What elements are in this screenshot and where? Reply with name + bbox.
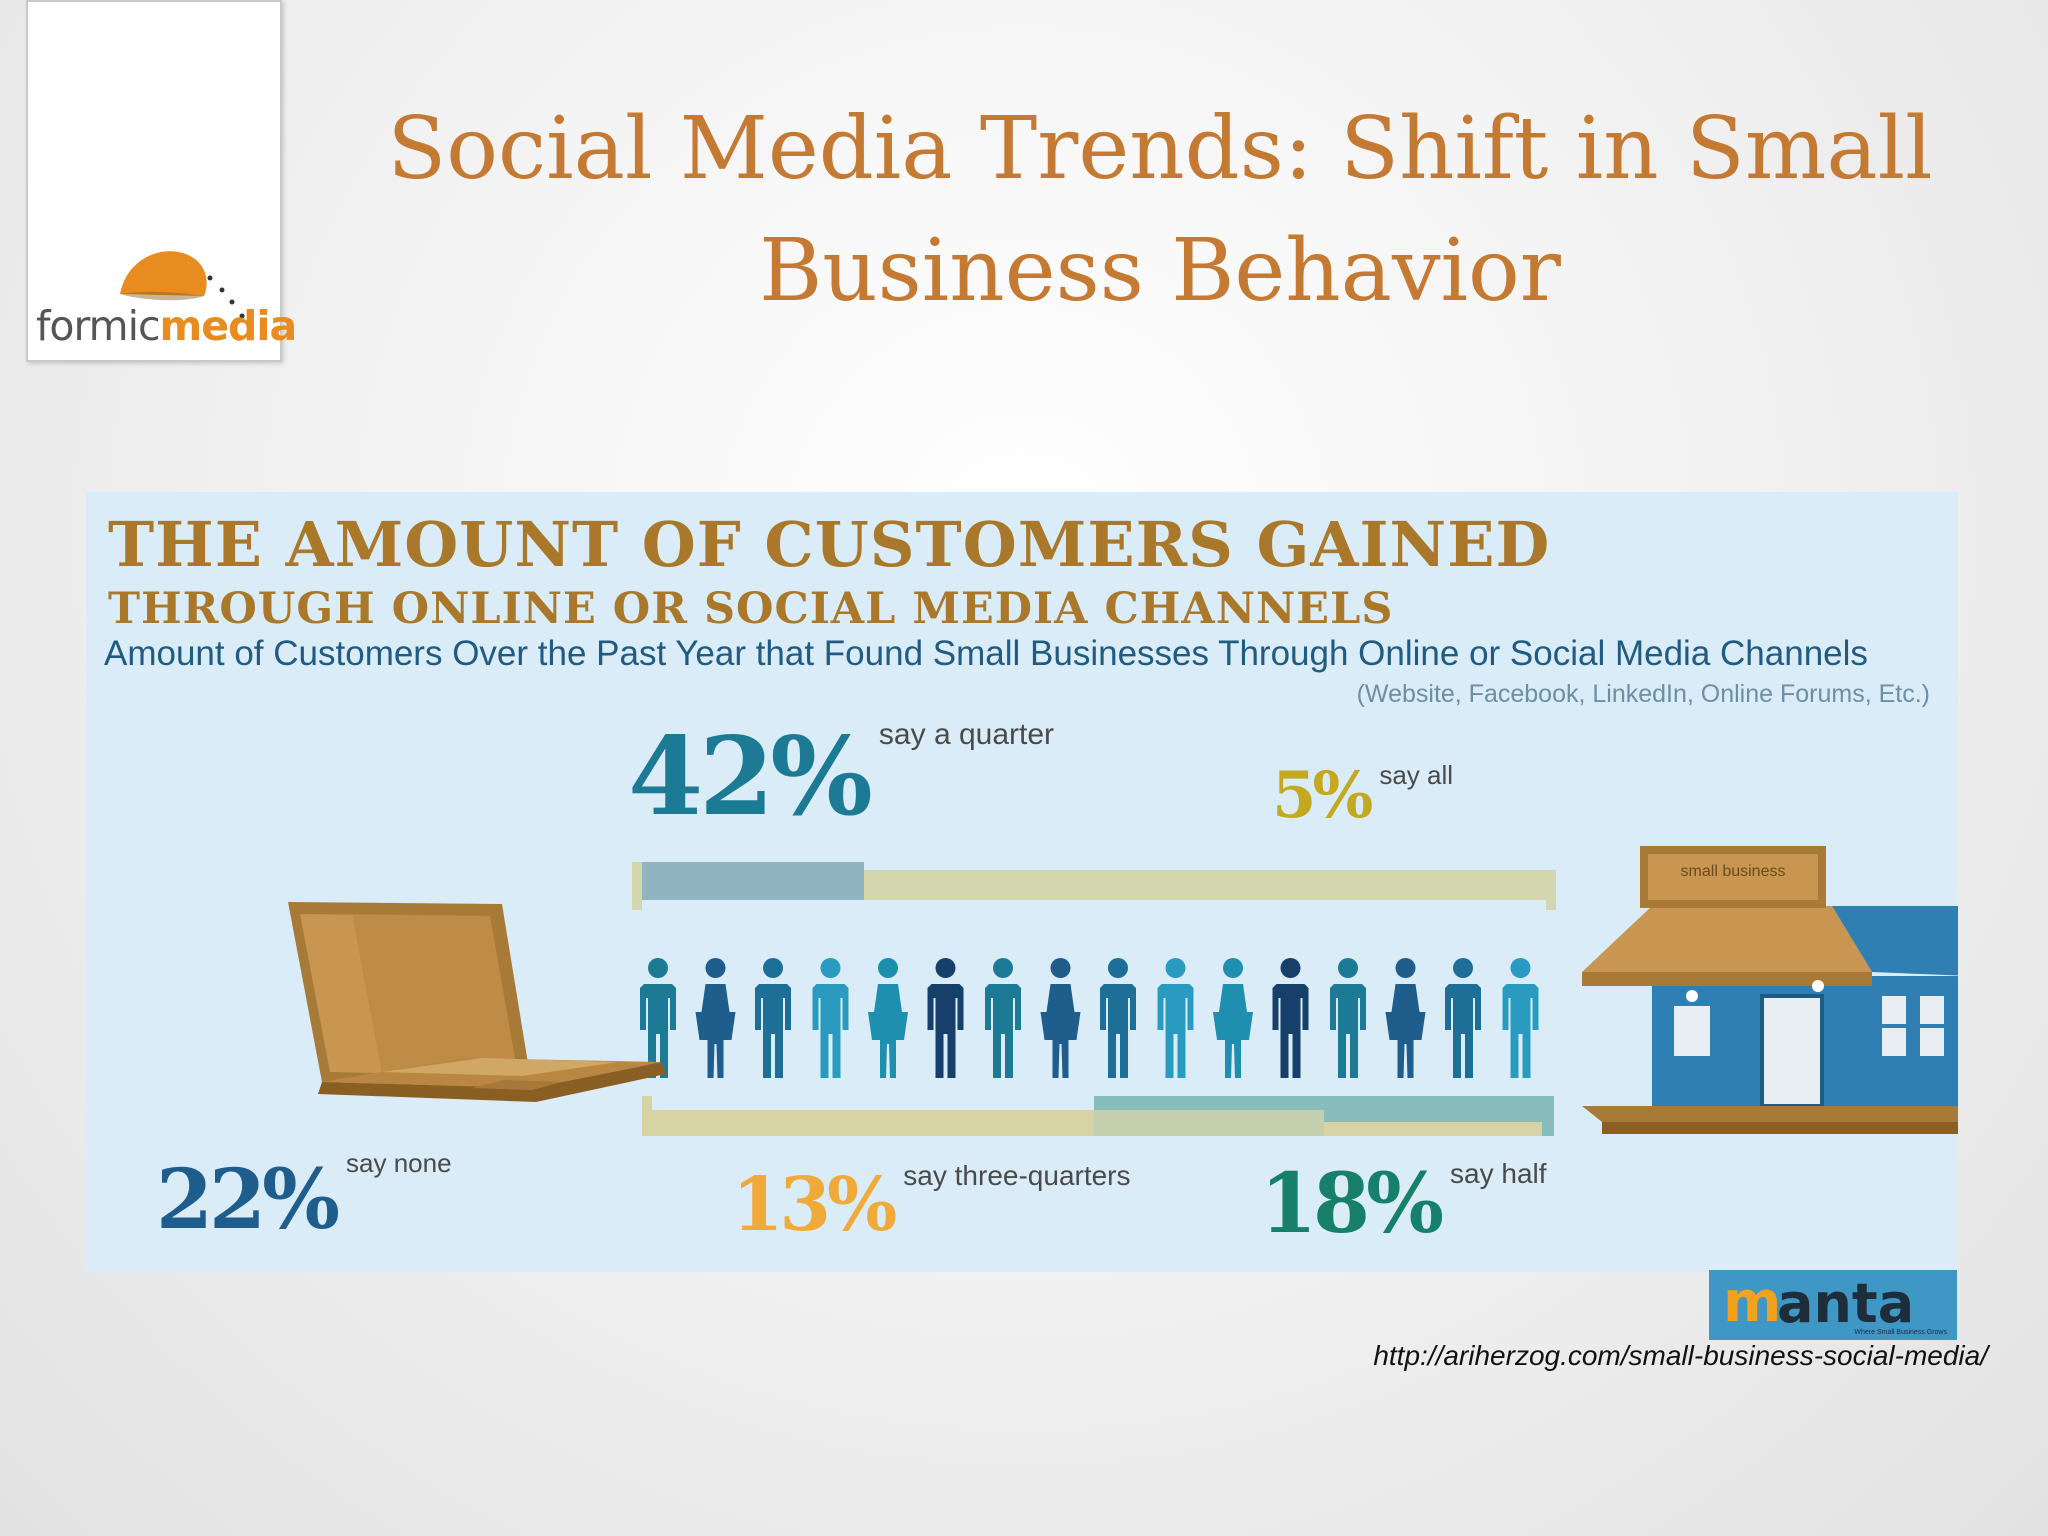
person-icon [1040,958,1081,1078]
person-icon [1213,958,1253,1078]
stat-none-value: 22% [156,1152,340,1248]
stat-all-label: say all [1379,760,1454,790]
person-icon [1445,958,1481,1078]
infographic-note: (Website, Facebook, LinkedIn, Online For… [1356,680,1930,708]
stat-quarter-label: say a quarter [878,718,1055,751]
person-icon [1502,958,1539,1078]
person-icon [755,958,791,1078]
manta-logo: m anta Where Small Business Grows [1709,1270,1957,1340]
stat-three-quarters-value: 13% [732,1162,897,1248]
stat-quarter: 42% say a quarter [628,714,1054,840]
people-row [640,958,1539,1078]
slide-title-line-1: Social Media Trends: Shift in Small [387,99,1933,199]
laptop-icon [288,902,666,1102]
storefront-icon: small business [1582,846,1958,1134]
person-icon [1272,958,1309,1078]
infographic-heading-2: THROUGH ONLINE OR SOCIAL MEDIA CHANNELS [108,584,1394,634]
slide-title: Social Media Trends: Shift in Small Busi… [360,88,1960,332]
person-icon [695,958,736,1078]
stat-half-value: 18% [1260,1156,1444,1252]
manta-logo-tagline: Where Small Business Grows [1854,1329,1947,1336]
manta-logo-text: anta [1777,1272,1915,1335]
stat-quarter-value: 42% [628,714,873,840]
formicmedia-logo: formicmedia [26,0,297,362]
person-icon [812,958,849,1078]
source-url: http://ariherzog.com/small-business-soci… [1373,1340,1988,1371]
infographic: THE AMOUNT OF CUSTOMERS GAINED THROUGH O… [86,492,1958,1272]
formicmedia-logo-text: formicmedia [36,302,297,350]
person-icon [985,958,1021,1078]
stat-none-label: say none [346,1148,452,1178]
person-icon [927,958,964,1078]
store-sign-text: small business [1681,863,1786,880]
formicmedia-logo-mark-icon [120,251,245,319]
stat-three-quarters: 13% say three-quarters [732,1160,1131,1248]
stat-all: 5% say all [1272,758,1453,833]
person-icon [640,958,676,1078]
manta-logo-initial: m [1723,1270,1782,1335]
stat-none: 22% say none [156,1148,452,1248]
infographic-subtitle: Amount of Customers Over the Past Year t… [104,634,1868,673]
person-icon [1100,958,1136,1078]
stat-half: 18% say half [1260,1156,1547,1252]
stat-all-value: 5% [1272,758,1373,833]
person-icon [1330,958,1366,1078]
upper-bracket [632,862,1556,910]
person-icon [1385,958,1426,1078]
infographic-heading: THE AMOUNT OF CUSTOMERS GAINED [108,508,1551,581]
person-icon [868,958,908,1078]
stat-three-quarters-label: say three-quarters [903,1160,1131,1191]
lower-bracket [642,1096,1554,1136]
person-icon [1157,958,1194,1078]
slide-title-line-2: Business Behavior [759,221,1561,321]
stat-half-label: say half [1450,1158,1547,1189]
